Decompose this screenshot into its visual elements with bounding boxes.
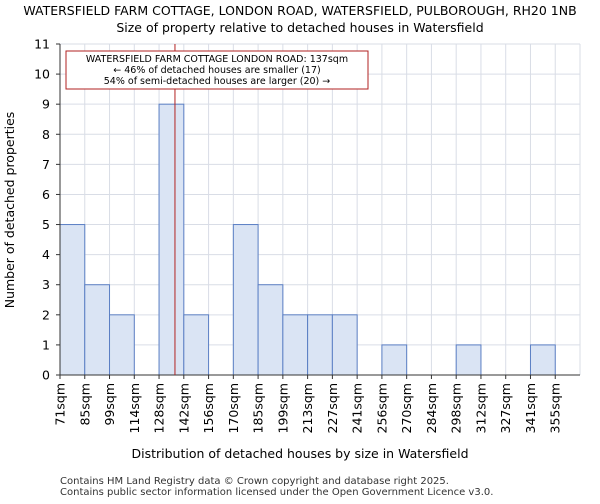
y-tick-label: 8 <box>42 127 50 142</box>
histogram-bar <box>381 344 408 376</box>
x-tick-label: 227sqm <box>325 383 340 433</box>
y-tick-label: 11 <box>34 37 50 52</box>
y-tick-label: 9 <box>42 97 50 112</box>
annotation-box: WATERSFIELD FARM COTTAGE LONDON ROAD: 13… <box>65 50 369 90</box>
x-tick-label: 284sqm <box>424 383 439 433</box>
x-tick-label: 355sqm <box>548 383 563 433</box>
x-tick-label: 185sqm <box>251 383 266 433</box>
x-axis-label: Distribution of detached houses by size … <box>132 446 469 461</box>
x-tick-label: 312sqm <box>473 383 488 433</box>
x-tick-label: 170sqm <box>226 383 241 433</box>
x-tick-label: 71sqm <box>53 383 68 426</box>
histogram-bar <box>232 224 259 376</box>
annotation-line-3: 54% of semi-detached houses are larger (… <box>104 76 331 87</box>
histogram-bar <box>84 284 111 376</box>
y-tick-label: 10 <box>34 67 50 82</box>
y-tick-label: 5 <box>42 217 50 232</box>
y-tick-label: 0 <box>42 368 50 383</box>
x-tick-label: 142sqm <box>176 383 191 433</box>
footer-line-2: Contains public sector information licen… <box>60 487 493 498</box>
x-tick-label: 298sqm <box>449 383 464 433</box>
histogram-bar <box>158 103 185 376</box>
histogram-bar <box>183 314 210 376</box>
chart-subtitle: Size of property relative to detached ho… <box>116 20 483 35</box>
x-tick-label: 114sqm <box>127 383 142 433</box>
y-tick-label: 3 <box>42 277 50 292</box>
histogram-bar <box>307 314 333 376</box>
x-tick-label: 256sqm <box>374 383 389 433</box>
x-tick-label: 327sqm <box>498 383 513 433</box>
chart-title: WATERSFIELD FARM COTTAGE, LONDON ROAD, W… <box>23 3 576 18</box>
annotation-line-2: ← 46% of detached houses are smaller (17… <box>113 65 320 76</box>
histogram-bar <box>455 344 482 376</box>
y-tick-label: 4 <box>42 247 50 262</box>
x-tick-label: 213sqm <box>300 383 315 433</box>
x-tick-label: 99sqm <box>102 383 117 426</box>
x-tick-label: 128sqm <box>152 383 167 433</box>
axes: 0 1 2 3 4 5 6 7 8 9 10 11 71sqm 85sqm 99sqm 114sqm 128sq… <box>34 37 580 433</box>
x-tick-label: 85sqm <box>77 383 92 426</box>
histogram-bar <box>59 224 86 376</box>
y-tick-label: 1 <box>42 337 50 352</box>
y-tick-label: 2 <box>42 307 50 322</box>
x-tick-label: 156sqm <box>201 383 216 433</box>
footer-line-1: Contains HM Land Registry data © Crown c… <box>60 476 449 487</box>
x-tick-label: 241sqm <box>350 383 365 433</box>
annotation-border <box>65 50 369 90</box>
histogram-bar <box>282 314 309 376</box>
histogram-bar <box>109 314 135 376</box>
x-tick-label: 341sqm <box>523 383 538 433</box>
y-tick-label: 7 <box>42 157 50 172</box>
y-axis-label: Number of detached properties <box>2 112 17 309</box>
histogram-bar <box>331 314 358 376</box>
x-tick-label: 270sqm <box>399 383 414 433</box>
histogram-bar <box>529 344 556 376</box>
histogram-bar <box>257 284 284 376</box>
bars <box>59 103 556 376</box>
y-tick-label: 6 <box>42 187 50 202</box>
x-tick-label: 199sqm <box>275 383 290 433</box>
annotation-line-1: WATERSFIELD FARM COTTAGE LONDON ROAD: 13… <box>86 54 348 65</box>
